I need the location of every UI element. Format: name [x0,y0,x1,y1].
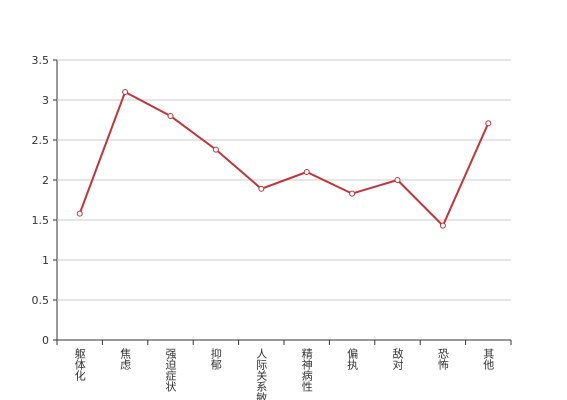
y-tick-label: 0 [42,334,49,347]
y-tick-label: 1.5 [32,214,50,227]
point [212,146,219,153]
x-tick-label: 敌对 [391,347,404,370]
y-tick-label: 2 [42,174,49,187]
y-tick-label: 0.5 [32,294,50,307]
x-tick-label: 强迫症状 [164,348,177,392]
point [167,113,174,119]
point [122,89,129,95]
y-tick-label: 3.5 [32,54,50,67]
x-tick-label: 焦虑 [119,348,132,370]
y-tick-label: 2.5 [32,134,50,147]
y-tick-label: 3 [42,94,49,107]
point [439,222,446,229]
x-tick-label: 其他 [482,348,495,370]
point [349,190,356,197]
point [258,185,265,192]
point [485,120,492,127]
point [303,169,310,175]
x-tick-label: 偏执 [346,347,359,371]
point [76,210,83,217]
line [78,90,490,228]
x-tick-label: 精神病性 [300,348,313,393]
y-tick-label: 1 [42,254,49,267]
x-tick-label: 躯体化 [73,348,86,382]
point [394,177,401,183]
x-tick-label: 恐怖 [436,348,449,370]
x-tick-label: 抑郁 [209,347,222,370]
x-tick-label: 人际关系敏感 [255,348,268,400]
